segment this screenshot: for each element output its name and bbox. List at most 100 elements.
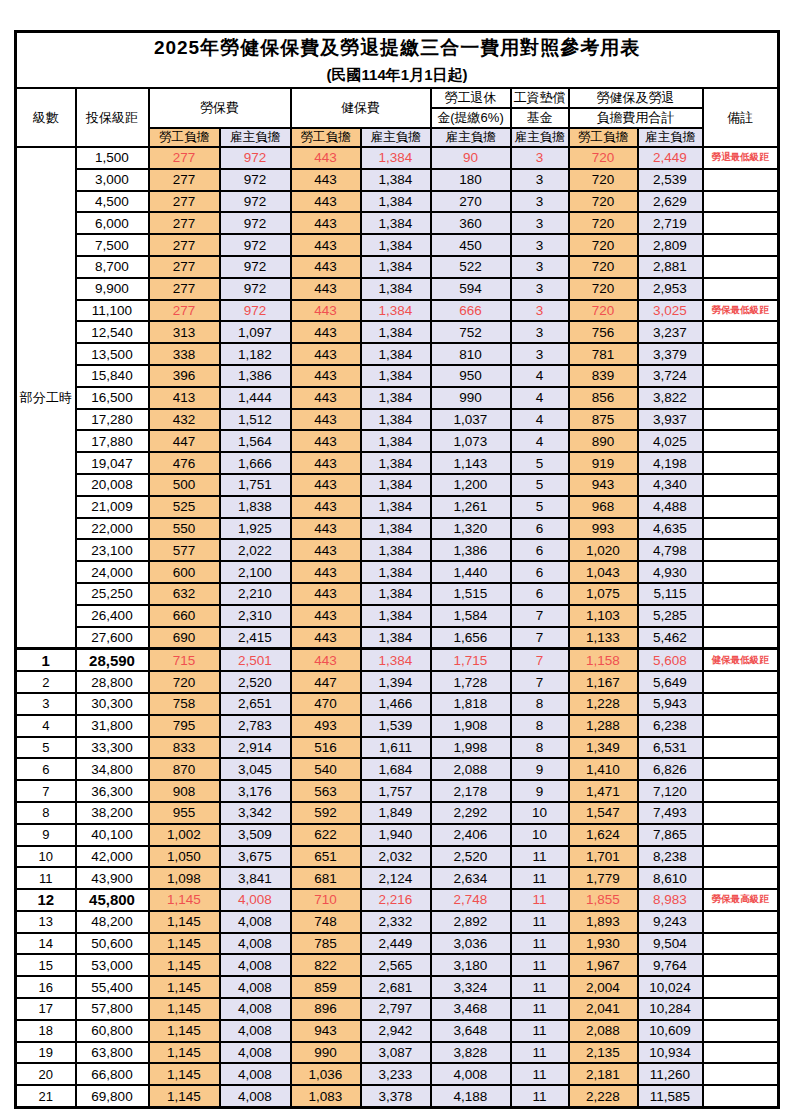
labor-employer-cell: 972 bbox=[220, 191, 291, 213]
table-row: 12,5403131,0974431,38475237563,237 bbox=[16, 321, 779, 343]
health-employer-cell: 1,384 bbox=[361, 605, 431, 627]
page: 2025年勞健保保費及勞退提繳三合一費用對照參考用表 (民國114年1月1日起)… bbox=[0, 0, 791, 1117]
level-cell: 14 bbox=[16, 933, 76, 955]
health-employee-cell: 443 bbox=[291, 256, 361, 278]
remark-cell bbox=[703, 518, 779, 540]
remark-cell bbox=[703, 169, 779, 191]
wage-fund-employer-cell: 11 bbox=[511, 911, 569, 933]
total-employee-cell: 1,020 bbox=[569, 539, 638, 561]
labor-employer-cell: 4,008 bbox=[220, 1042, 291, 1064]
labor-employer-cell: 1,386 bbox=[220, 365, 291, 387]
total-employer-cell: 5,608 bbox=[638, 649, 703, 671]
table-row: 25,2506322,2104431,3841,51561,0755,115 bbox=[16, 583, 779, 605]
total-employer-cell: 3,822 bbox=[638, 387, 703, 409]
remark-cell bbox=[703, 802, 779, 824]
labor-employee-cell: 1,145 bbox=[149, 954, 220, 976]
total-employer-cell: 2,449 bbox=[638, 147, 703, 169]
pension-employer-cell: 2,178 bbox=[431, 780, 511, 802]
remark-cell bbox=[703, 693, 779, 715]
wage-fund-employer-cell: 11 bbox=[511, 1085, 569, 1107]
pension-employer-cell: 1,143 bbox=[431, 452, 511, 474]
health-employee-cell: 592 bbox=[291, 802, 361, 824]
labor-employer-cell: 1,838 bbox=[220, 496, 291, 518]
health-employer-cell: 1,384 bbox=[361, 191, 431, 213]
table-row: 26,4006602,3104431,3841,58471,1035,285 bbox=[16, 605, 779, 627]
total-employer-cell: 5,115 bbox=[638, 583, 703, 605]
health-employee-cell: 443 bbox=[291, 300, 361, 322]
pension-employer-cell: 1,584 bbox=[431, 605, 511, 627]
labor-employer-cell: 1,751 bbox=[220, 474, 291, 496]
health-employer-cell: 1,384 bbox=[361, 430, 431, 452]
health-employee-cell: 443 bbox=[291, 387, 361, 409]
total-employee-cell: 720 bbox=[569, 278, 638, 300]
table-row: 1143,9001,0983,8416812,1242,634111,7798,… bbox=[16, 867, 779, 889]
pension-employer-cell: 1,715 bbox=[431, 649, 511, 671]
remark-cell bbox=[703, 496, 779, 518]
pension-employer-cell: 666 bbox=[431, 300, 511, 322]
labor-employer-cell: 972 bbox=[220, 169, 291, 191]
labor-employee-cell: 795 bbox=[149, 715, 220, 737]
health-employee-cell: 443 bbox=[291, 191, 361, 213]
labor-employee-cell: 313 bbox=[149, 321, 220, 343]
pension-employer-cell: 4,008 bbox=[431, 1063, 511, 1085]
total-employee-cell: 1,228 bbox=[569, 693, 638, 715]
total-employee-cell: 1,167 bbox=[569, 671, 638, 693]
health-employer-cell: 3,087 bbox=[361, 1042, 431, 1064]
wage-fund-employer-cell: 10 bbox=[511, 802, 569, 824]
labor-employer-cell: 1,444 bbox=[220, 387, 291, 409]
remark-cell: 勞保最高級距 bbox=[703, 889, 779, 911]
health-employer-cell: 1,384 bbox=[361, 561, 431, 583]
pension-employer-cell: 3,648 bbox=[431, 1020, 511, 1042]
health-employer-cell: 1,384 bbox=[361, 452, 431, 474]
remark-cell bbox=[703, 278, 779, 300]
pension-employer-cell: 1,656 bbox=[431, 627, 511, 649]
total-employee-cell: 1,701 bbox=[569, 846, 638, 868]
health-employee-cell: 785 bbox=[291, 933, 361, 955]
wage-fund-employer-cell: 11 bbox=[511, 998, 569, 1020]
total-employer-cell: 9,764 bbox=[638, 954, 703, 976]
bracket-cell: 4,500 bbox=[76, 191, 149, 213]
health-employer-cell: 3,233 bbox=[361, 1063, 431, 1085]
health-employee-cell: 493 bbox=[291, 715, 361, 737]
total-employer-cell: 5,462 bbox=[638, 627, 703, 649]
header-labor-employer-share: 雇主負擔 bbox=[220, 128, 291, 147]
wage-fund-employer-cell: 6 bbox=[511, 539, 569, 561]
bracket-cell: 55,400 bbox=[76, 976, 149, 998]
wage-fund-employer-cell: 8 bbox=[511, 693, 569, 715]
total-employee-cell: 1,893 bbox=[569, 911, 638, 933]
level-cell: 2 bbox=[16, 671, 76, 693]
wage-fund-employer-cell: 6 bbox=[511, 518, 569, 540]
total-employee-cell: 2,004 bbox=[569, 976, 638, 998]
level-cell: 13 bbox=[16, 911, 76, 933]
labor-employer-cell: 4,008 bbox=[220, 889, 291, 911]
labor-employee-cell: 908 bbox=[149, 780, 220, 802]
wage-fund-employer-cell: 3 bbox=[511, 191, 569, 213]
labor-employer-cell: 3,841 bbox=[220, 867, 291, 889]
pension-employer-cell: 1,037 bbox=[431, 409, 511, 431]
total-employee-cell: 1,930 bbox=[569, 933, 638, 955]
labor-employer-cell: 2,520 bbox=[220, 671, 291, 693]
table-row: 838,2009553,3425921,8492,292101,5477,493 bbox=[16, 802, 779, 824]
wage-fund-employer-cell: 3 bbox=[511, 234, 569, 256]
health-employer-cell: 1,384 bbox=[361, 539, 431, 561]
remark-cell bbox=[703, 758, 779, 780]
health-employee-cell: 443 bbox=[291, 212, 361, 234]
total-employee-cell: 1,349 bbox=[569, 737, 638, 759]
total-employer-cell: 5,649 bbox=[638, 671, 703, 693]
wage-fund-employer-cell: 11 bbox=[511, 954, 569, 976]
table-row: 11,1002779724431,38466637203,025勞保最低級距 bbox=[16, 300, 779, 322]
bracket-cell: 20,008 bbox=[76, 474, 149, 496]
labor-employee-cell: 447 bbox=[149, 430, 220, 452]
health-employee-cell: 443 bbox=[291, 365, 361, 387]
labor-employee-cell: 715 bbox=[149, 649, 220, 671]
health-employer-cell: 1,539 bbox=[361, 715, 431, 737]
table-row: 1553,0001,1454,0088222,5653,180111,9679,… bbox=[16, 954, 779, 976]
remark-cell: 勞保最低級距 bbox=[703, 300, 779, 322]
remark-cell bbox=[703, 539, 779, 561]
wage-fund-employer-cell: 11 bbox=[511, 867, 569, 889]
remark-cell bbox=[703, 998, 779, 1020]
total-employer-cell: 5,285 bbox=[638, 605, 703, 627]
labor-employee-cell: 277 bbox=[149, 278, 220, 300]
total-employee-cell: 1,967 bbox=[569, 954, 638, 976]
total-employer-cell: 8,983 bbox=[638, 889, 703, 911]
